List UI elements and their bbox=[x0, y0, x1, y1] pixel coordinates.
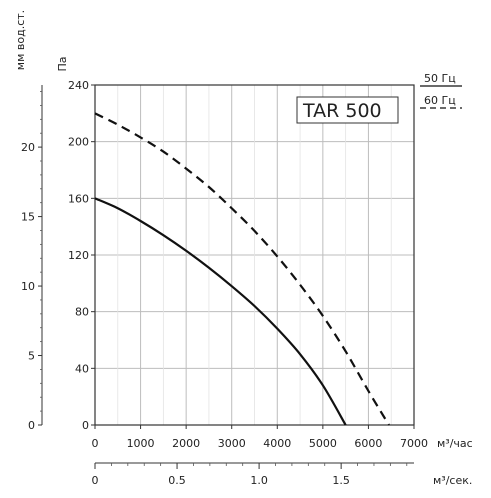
y2-tick-label: 20 bbox=[21, 141, 35, 154]
y-axis-pa-label: Па bbox=[56, 56, 69, 71]
x-tick-label: 3000 bbox=[218, 437, 246, 450]
legend: 50 Гц 60 Гц bbox=[420, 72, 462, 109]
legend-label: 60 Гц bbox=[424, 94, 456, 107]
y2-tick-label: 10 bbox=[21, 280, 35, 293]
model-title-box bbox=[296, 96, 399, 124]
x2-tick-label: 0 bbox=[92, 474, 99, 487]
y-tick-label: 80 bbox=[75, 306, 89, 319]
x-tick-label: 1000 bbox=[127, 437, 155, 450]
legend-label: 50 Гц bbox=[424, 72, 456, 85]
y-tick-label: 240 bbox=[68, 79, 89, 92]
x2-tick-label: 1.5 bbox=[332, 474, 350, 487]
y-axis-pa-ticks: 0 40 80 120 160 200 240 bbox=[68, 79, 95, 432]
y-tick-label: 160 bbox=[68, 192, 89, 205]
x-tick-label: 6000 bbox=[354, 437, 382, 450]
x-tick-label: 7000 bbox=[400, 437, 428, 450]
x-axis-m3h-ticks: 0 1000 2000 3000 4000 5000 6000 7000 bbox=[92, 425, 428, 450]
grid-lines bbox=[95, 85, 414, 425]
series-line-50hz bbox=[94, 197, 347, 426]
y-axis-mm-ticks: 0 5 10 15 20 bbox=[21, 91, 42, 432]
x-tick-label: 0 bbox=[92, 437, 99, 450]
series-line-60hz bbox=[94, 112, 390, 426]
x-axis-m3s-ticks: 0 0.5 1.0 1.5 bbox=[92, 463, 408, 487]
y2-tick-label: 15 bbox=[21, 211, 35, 224]
y-tick-label: 120 bbox=[68, 249, 89, 262]
series-group bbox=[94, 112, 390, 426]
y2-tick-label: 0 bbox=[28, 419, 35, 432]
x-tick-label: 5000 bbox=[309, 437, 337, 450]
y-tick-label: 40 bbox=[75, 362, 89, 375]
x-tick-label: 4000 bbox=[263, 437, 291, 450]
y-tick-label: 200 bbox=[68, 136, 89, 149]
y-tick-label: 0 bbox=[82, 419, 89, 432]
x-axis-m3h-label: м³/час bbox=[437, 437, 473, 450]
model-title: TAR 500 bbox=[302, 100, 382, 122]
x-tick-label: 2000 bbox=[172, 437, 200, 450]
y2-tick-label: 5 bbox=[28, 350, 35, 363]
x-axis-m3s-label: м³/сек. bbox=[433, 474, 472, 487]
y-axis-mm-label: мм вод.ст. bbox=[14, 10, 27, 70]
x2-tick-label: 1.0 bbox=[250, 474, 268, 487]
x2-tick-label: 0.5 bbox=[168, 474, 186, 487]
